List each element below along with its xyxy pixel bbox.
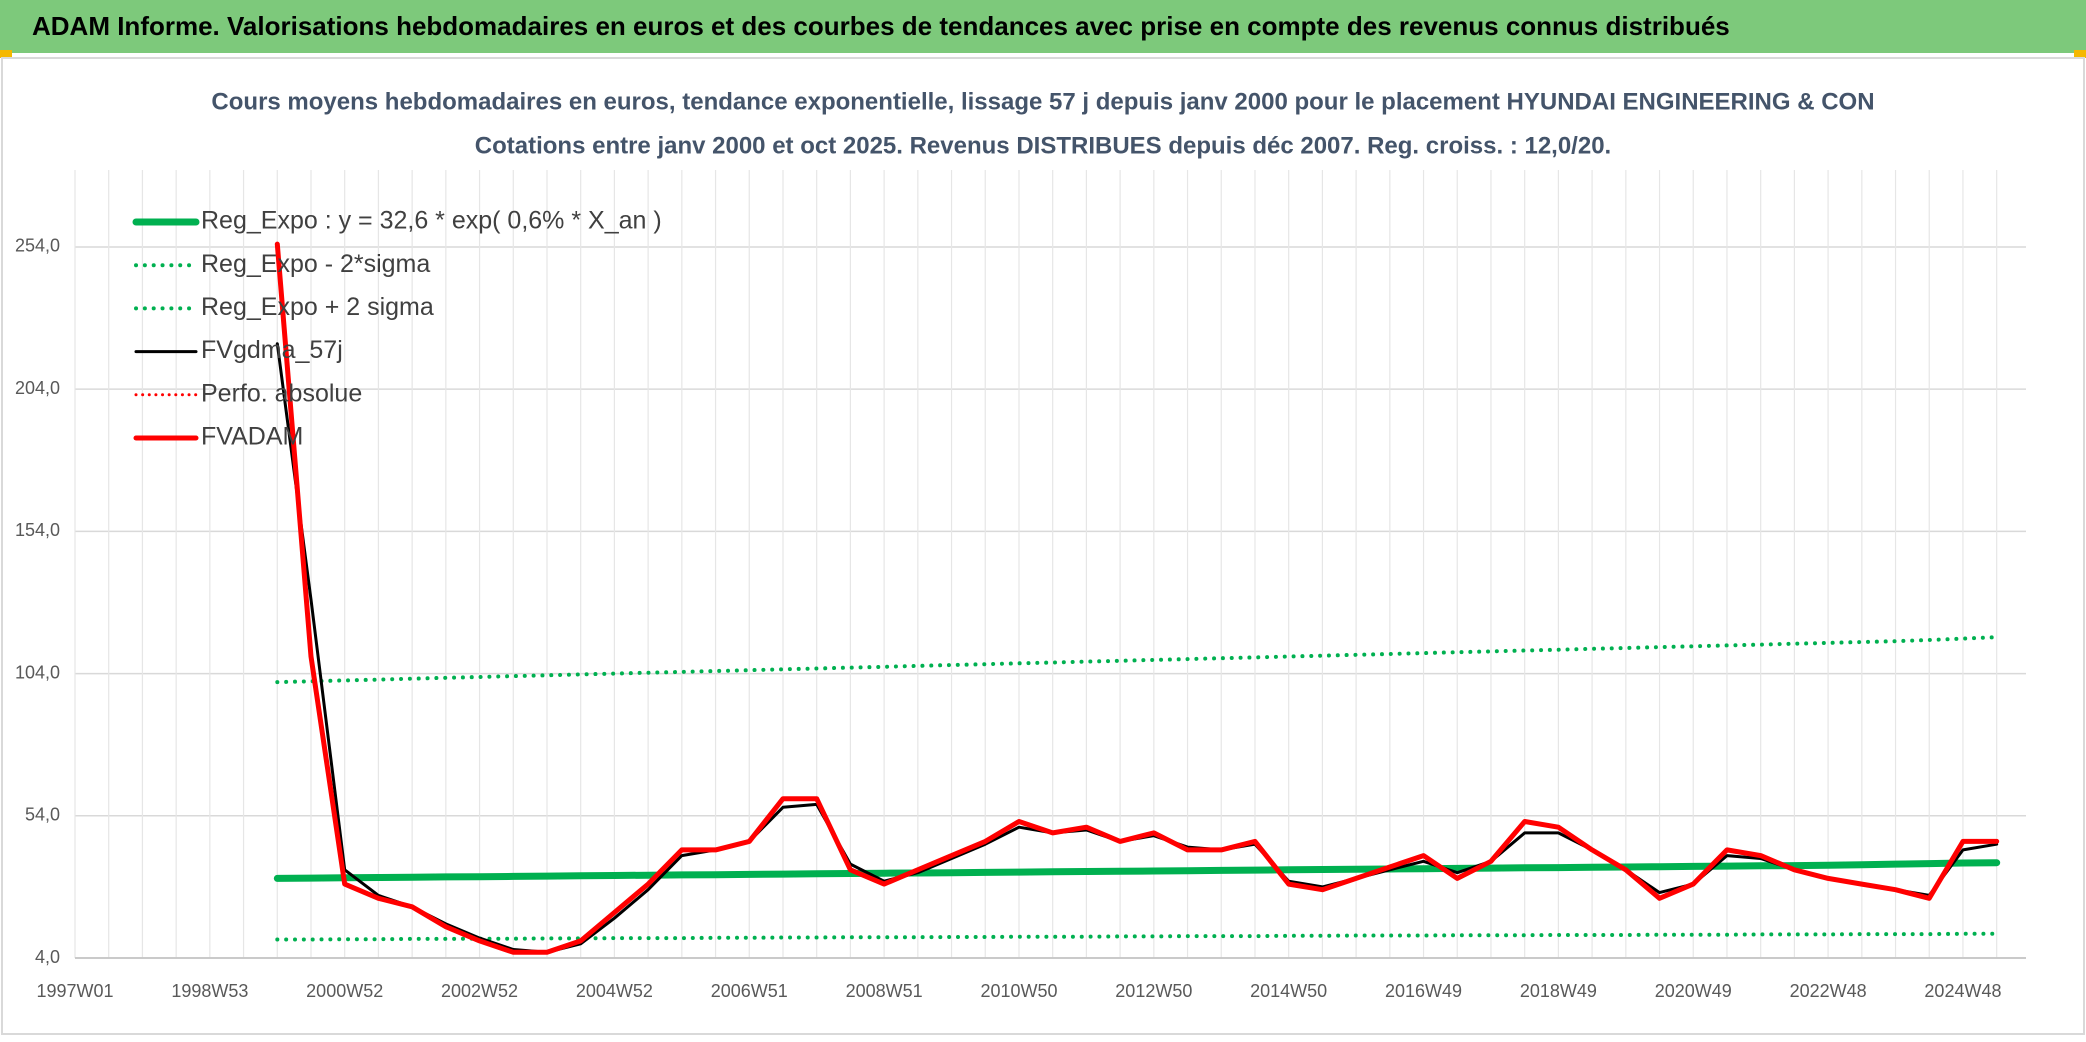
x-tick-label: 2020W49 xyxy=(1655,981,1732,1001)
legend-label: Perfo. absolue xyxy=(201,379,362,407)
x-tick-label: 2012W50 xyxy=(1115,981,1192,1001)
x-tick-label: 1997W01 xyxy=(36,981,113,1001)
x-tick-label: 2016W49 xyxy=(1385,981,1462,1001)
x-tick-label: 1998W53 xyxy=(171,981,248,1001)
x-tick-label: 2006W51 xyxy=(711,981,788,1001)
corner xyxy=(2074,50,2086,58)
chart-subtitle: Cotations entre janv 2000 et oct 2025. R… xyxy=(475,132,1611,159)
legend-label: FVgdma_57j xyxy=(201,336,343,364)
legend-label: Reg_Expo - 2*sigma xyxy=(201,250,430,278)
x-tick-label: 2000W52 xyxy=(306,981,383,1001)
corner xyxy=(0,50,12,58)
x-tick-label: 2008W51 xyxy=(846,981,923,1001)
x-tick-label: 2004W52 xyxy=(576,981,653,1001)
x-tick-label: 2002W52 xyxy=(441,981,518,1001)
series-line xyxy=(275,931,1999,942)
series-line xyxy=(275,635,1999,685)
chart-title: Cours moyens hebdomadaires en euros, ten… xyxy=(211,88,1874,115)
x-tick-label: 2018W49 xyxy=(1520,981,1597,1001)
y-tick-label: 4,0 xyxy=(35,947,60,967)
legend-label: Reg_Expo + 2 sigma xyxy=(201,293,434,321)
banner-title: ADAM Informe. Valorisations hebdomadaire… xyxy=(32,11,1730,41)
legend-label: FVADAM xyxy=(201,423,303,451)
y-tick-label: 154,0 xyxy=(15,520,60,540)
y-tick-label: 54,0 xyxy=(25,805,60,825)
banner xyxy=(0,0,2086,53)
y-tick-label: 204,0 xyxy=(15,378,60,398)
y-tick-label: 104,0 xyxy=(15,662,60,682)
x-tick-label: 2014W50 xyxy=(1250,981,1327,1001)
y-tick-label: 254,0 xyxy=(15,236,60,256)
x-tick-label: 2022W48 xyxy=(1790,981,1867,1001)
legend-label: Reg_Expo : y = 32,6 * exp( 0,6% * X_an ) xyxy=(201,207,662,235)
x-tick-label: 2010W50 xyxy=(980,981,1057,1001)
chart-frame xyxy=(1,57,2085,1035)
x-tick-label: 2024W48 xyxy=(1924,981,2001,1001)
series-line xyxy=(274,241,2000,955)
